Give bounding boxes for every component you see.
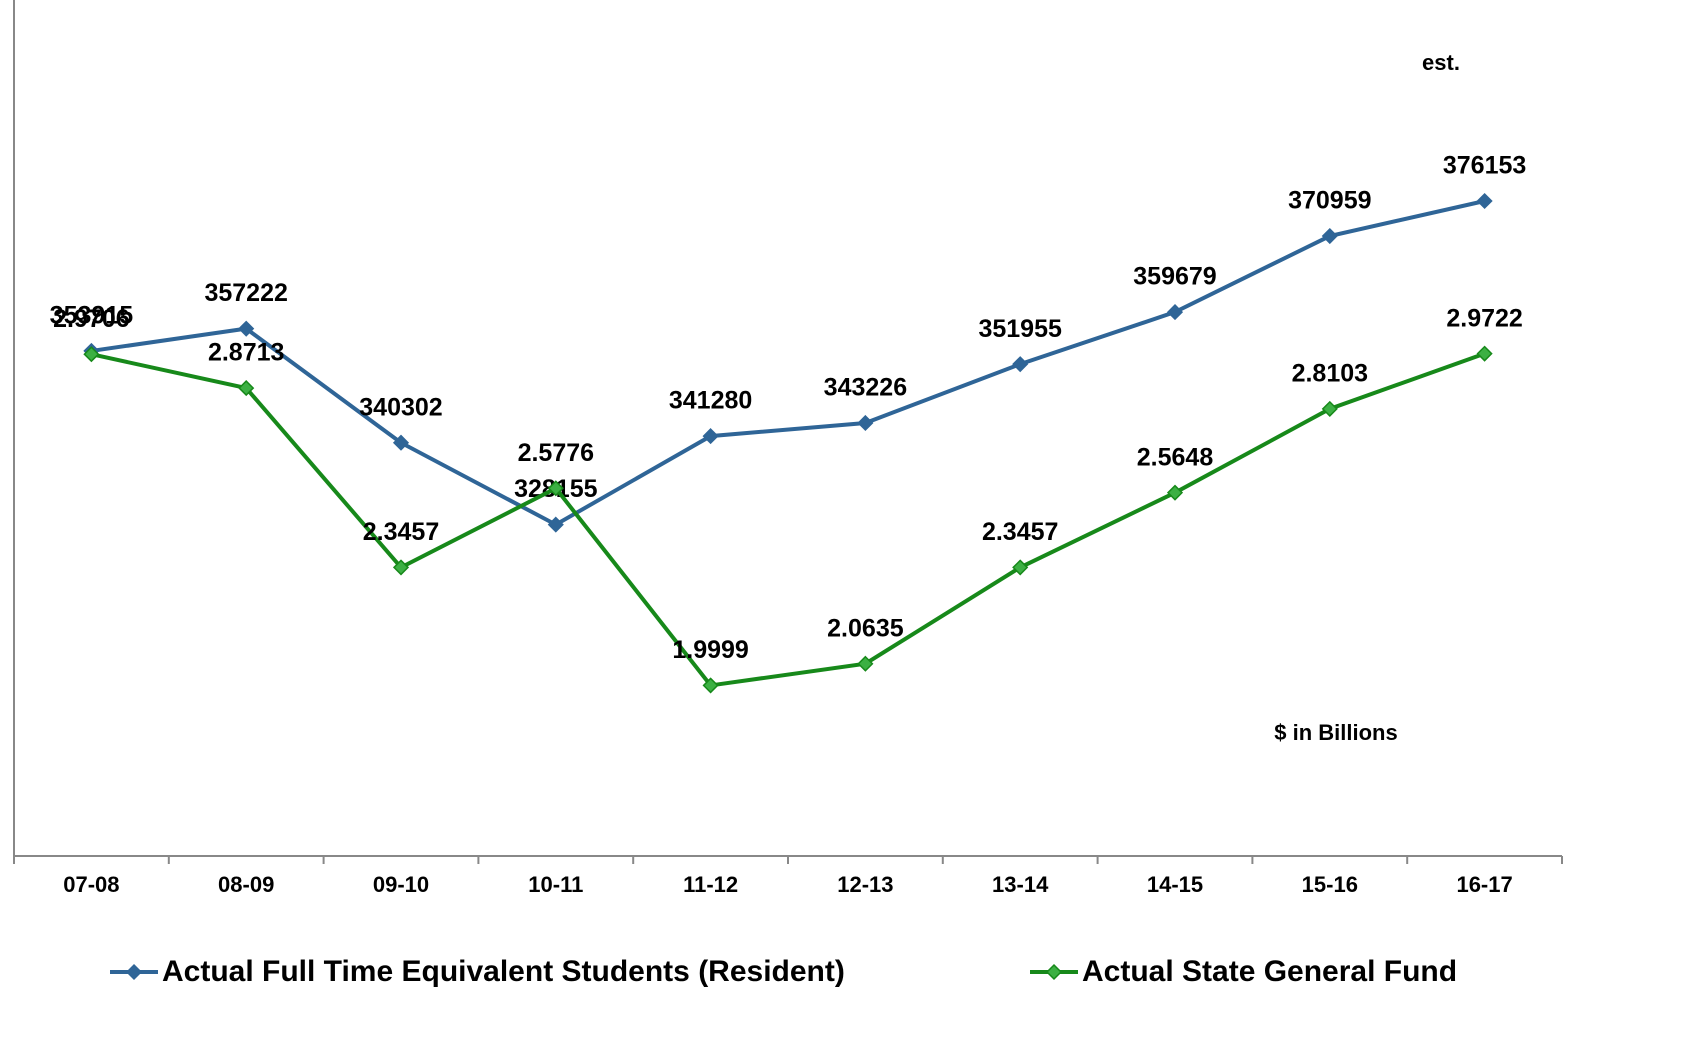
data-label: 2.8713 [208,339,284,367]
point [1012,356,1029,373]
point [702,428,719,445]
legend-label: Actual Full Time Equivalent Students (Re… [162,955,845,988]
data-label: 340302 [359,393,442,421]
data-label: 2.3457 [982,518,1058,546]
point [702,677,719,694]
legend-label: Actual State General Fund [1082,955,1457,988]
point [547,480,564,497]
point [857,414,874,432]
point [83,346,100,363]
x-tick-label: 15-16 [1302,872,1358,897]
data-label: 1.9999 [672,636,748,664]
point [1166,304,1184,321]
annotation: $ in Billions [1274,720,1397,745]
series-line [90,351,1486,688]
x-tick-label: 09-10 [373,872,429,897]
data-label: 2.3457 [363,518,439,546]
x-tick-label: 07-08 [63,872,119,897]
data-label: 351955 [978,315,1062,343]
point [238,380,255,397]
annotation: est. [1422,50,1460,75]
data-label: 376153 [1443,152,1526,180]
data-label: 370959 [1288,187,1371,215]
point [238,320,255,337]
point [1321,400,1338,417]
point [1321,227,1338,245]
x-tick-label: 08-09 [218,872,274,897]
point [1012,559,1029,576]
point [547,516,564,533]
data-label: 2.8103 [1292,360,1368,388]
point [1476,345,1493,362]
data-label: 2.5648 [1137,443,1214,471]
point [1166,484,1184,501]
data-label: 2.9722 [1446,304,1522,332]
series-line [91,199,1486,527]
point [392,434,410,451]
x-tick-label: 16-17 [1456,872,1512,897]
x-tick-label: 10-11 [528,872,583,897]
x-tick-label: 11-12 [683,872,738,897]
data-label: 353915 [50,302,134,330]
x-tick-label: 13-14 [992,872,1049,897]
x-tick-label: 12-13 [837,872,893,897]
data-label: 357222 [204,279,287,307]
point [392,559,410,576]
point [1476,192,1493,210]
x-tick-label: 14-15 [1147,872,1203,897]
data-label: 2.0635 [827,614,904,642]
data-label: 359679 [1133,263,1216,291]
point [857,655,874,672]
legend-marker [1045,963,1063,981]
data-label: 2.5776 [518,439,594,467]
legend-marker [125,963,143,981]
data-label: 343226 [824,374,907,402]
data-label: 341280 [669,387,752,415]
data-label: 2.9706 [53,305,129,333]
